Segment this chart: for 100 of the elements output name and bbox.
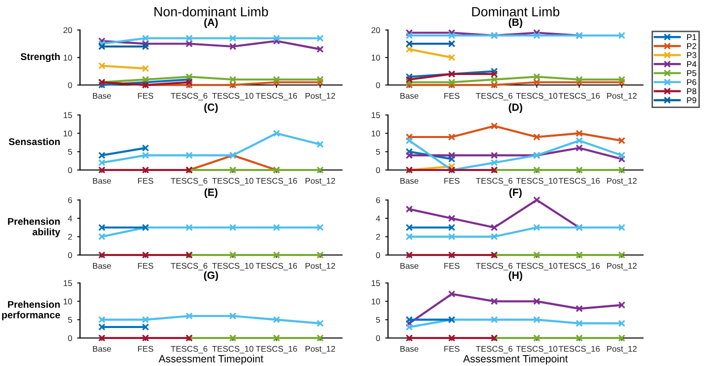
y-tick-label: 10 (64, 54, 72, 61)
chart-title: (C) (204, 103, 218, 113)
y-tick-label: 0 (376, 167, 380, 174)
legend-label: P8 (687, 88, 696, 94)
y-tick-label: 15 (372, 112, 380, 118)
x-tick-label: Base (400, 92, 418, 99)
y-tick-label: 6 (68, 197, 72, 204)
legend-label: P9 (687, 97, 696, 104)
legend-label: P4 (687, 61, 696, 68)
x-tick-label: TESCS_16 (256, 178, 297, 186)
x-tick-label: Post_12 (306, 178, 336, 186)
x-tick-label: Post_12 (306, 346, 336, 354)
y-tick-label: 20 (64, 27, 72, 34)
legend-label: P2 (687, 43, 696, 49)
x-tick-label: TESCS_10 (212, 346, 254, 354)
y-tick-label: 15 (64, 280, 72, 286)
y-tick-label: 6 (376, 197, 380, 204)
y-tick-label: 10 (64, 298, 72, 304)
x-tick-label: Base (400, 178, 418, 184)
y-axis-title: Prehension ability (8, 218, 60, 238)
x-tick-label: TESCS_10 (212, 92, 254, 100)
x-tick-label: TESCS_6 (170, 92, 208, 100)
x-tick-label: FES (138, 262, 154, 269)
x-tick-label: TESCS_16 (558, 346, 600, 354)
x-axis-title: Assessment Timepoint (463, 354, 568, 365)
x-tick-label: TESCS_16 (256, 346, 297, 354)
x-tick-label: TESCS_10 (516, 346, 558, 354)
legend-label: P6 (687, 79, 696, 86)
chart-title: (F) (509, 188, 522, 198)
x-tick-label: TESCS_16 (558, 92, 600, 100)
chart-title: (B) (508, 18, 522, 28)
legend-label: P3 (687, 52, 696, 58)
y-axis-title: Strength (20, 52, 60, 62)
x-tick-label: TESCS_16 (558, 262, 600, 270)
y-tick-label: 15 (64, 112, 72, 118)
y-tick-label: 2 (376, 234, 380, 240)
x-tick-label: Post_12 (607, 92, 637, 100)
x-axis-title: Assessment Timepoint (158, 354, 264, 365)
x-tick-label: TESCS_10 (516, 92, 558, 100)
x-tick-label: TESCS_16 (256, 262, 297, 270)
y-tick-label: 15 (372, 280, 380, 286)
y-tick-label: 0 (68, 252, 72, 258)
x-tick-label: Base (93, 178, 111, 184)
x-tick-label: FES (444, 262, 460, 269)
y-tick-label: 0 (68, 167, 72, 174)
chart-title: (H) (508, 271, 522, 281)
x-tick-label: TESCS_6 (476, 346, 512, 354)
y-tick-label: 10 (372, 298, 380, 304)
chart-subtitle: Non-dominant Limb (154, 6, 268, 16)
x-tick-label: Post_12 (607, 178, 637, 186)
chart-title: (D) (508, 103, 522, 113)
y-tick-label: 20 (372, 27, 380, 34)
y-tick-label: 4 (68, 216, 72, 222)
x-tick-label: TESCS_6 (476, 178, 512, 186)
x-tick-label: FES (444, 178, 460, 184)
x-tick-label: FES (138, 92, 154, 99)
x-tick-label: Base (400, 346, 418, 352)
y-tick-label: 2 (68, 234, 72, 240)
x-tick-label: TESCS_16 (256, 92, 297, 100)
x-tick-label: Base (93, 346, 111, 352)
y-tick-label: 10 (372, 130, 380, 136)
x-tick-label: TESCS_10 (516, 262, 558, 270)
x-tick-label: Base (93, 262, 111, 269)
x-tick-label: Base (400, 262, 418, 269)
y-tick-label: 0 (376, 252, 380, 258)
x-tick-label: TESCS_6 (170, 178, 208, 186)
y-tick-label: 10 (372, 54, 380, 61)
y-axis-title: Prehension performance (2, 300, 60, 320)
chart-subtitle: Dominant Limb (472, 6, 560, 16)
legend-label: P1 (687, 34, 696, 40)
x-tick-label: TESCS_10 (516, 178, 558, 186)
x-tick-label: FES (138, 178, 154, 184)
x-tick-label: TESCS_10 (212, 262, 254, 270)
legend-label: P5 (687, 70, 696, 76)
x-tick-label: Post_12 (607, 262, 637, 270)
y-tick-label: 4 (376, 216, 380, 222)
x-tick-label: FES (444, 346, 460, 352)
x-tick-label: Post_12 (306, 92, 336, 100)
x-tick-label: FES (444, 92, 460, 99)
chart-title: (A) (204, 18, 218, 28)
x-tick-label: TESCS_10 (212, 178, 254, 186)
y-axis-title: Sensastion (8, 138, 60, 146)
y-tick-label: 0 (68, 82, 72, 88)
x-tick-label: FES (138, 346, 154, 352)
y-tick-label: 0 (376, 82, 380, 88)
x-tick-label: Post_12 (607, 346, 637, 354)
y-tick-label: 0 (376, 335, 380, 342)
x-tick-label: TESCS_16 (558, 178, 600, 186)
chart-title: (G) (204, 271, 218, 281)
y-tick-label: 5 (68, 316, 72, 323)
x-tick-label: TESCS_6 (170, 262, 208, 270)
x-tick-label: TESCS_6 (476, 92, 512, 100)
x-tick-label: TESCS_6 (476, 262, 512, 270)
y-tick-label: 5 (68, 148, 72, 155)
y-tick-label: 10 (64, 130, 72, 136)
y-tick-label: 5 (376, 316, 380, 323)
x-tick-label: Post_12 (306, 262, 336, 270)
chart-title: (E) (204, 188, 218, 198)
x-tick-label: TESCS_6 (170, 346, 208, 354)
y-tick-label: 0 (68, 335, 72, 342)
